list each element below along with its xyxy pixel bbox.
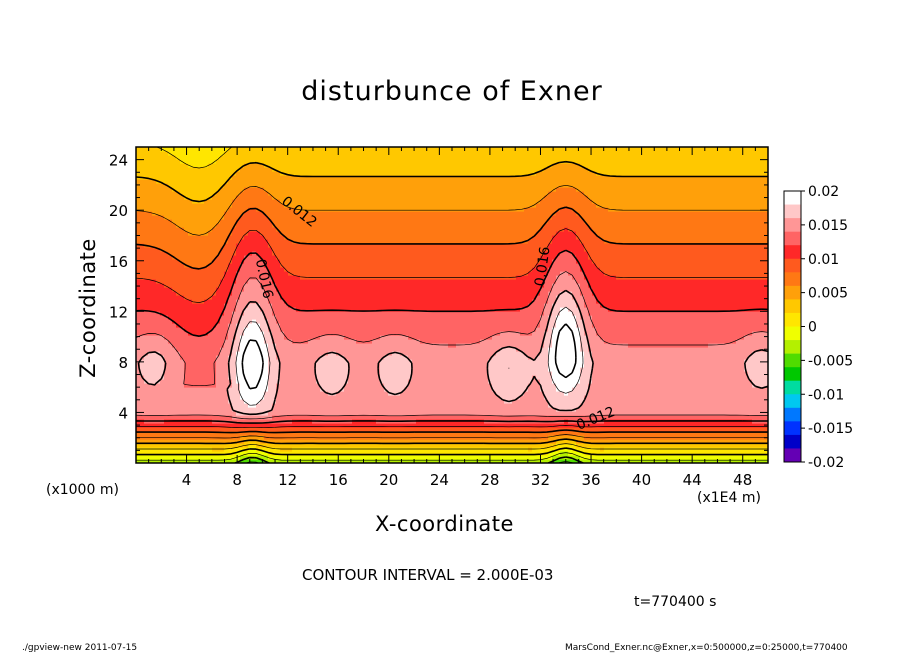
colorbar-label: 0.01 (808, 252, 839, 268)
x-tick-label: 24 (430, 471, 449, 489)
contour-line (136, 249, 768, 424)
y-axis-label: Z-coordinate (76, 238, 100, 378)
time-label: t=770400 s (634, 594, 717, 610)
colorbar-swatch (784, 353, 801, 368)
y-tick-label: 16 (109, 253, 128, 271)
colorbar-swatch (784, 394, 801, 409)
colorbar-label: -0.02 (808, 455, 844, 471)
colorbar-swatch (784, 367, 801, 381)
colorbar-swatch (784, 434, 801, 449)
x-tick-label: 16 (329, 471, 348, 489)
colorbar-swatch (784, 326, 801, 341)
x-tick-label: 8 (232, 471, 242, 489)
colorbar-swatch (784, 407, 801, 422)
y-tick-label: 12 (109, 303, 128, 321)
colorbar-swatch (784, 340, 801, 354)
colorbar-swatch (784, 299, 801, 314)
contour-line (136, 206, 768, 434)
z-unit-label: (x1000 m) (46, 482, 119, 498)
colorbar-swatch (784, 245, 801, 260)
chart-title: disturbunce of Exner (301, 76, 603, 107)
colorbar-swatch (784, 380, 801, 395)
contour-line (136, 452, 768, 461)
colorbar-swatch (784, 258, 801, 273)
colorbar-label: 0 (808, 320, 817, 336)
y-axis: 4 8 12 16 20 24 (109, 146, 768, 451)
x-tick-label: 12 (278, 471, 297, 489)
contour-line (241, 323, 577, 390)
x-tick-label: 36 (581, 471, 600, 489)
colorbar-label: 0.02 (808, 184, 839, 200)
contour-line (136, 271, 768, 420)
colorbar-label: 0.015 (808, 218, 848, 234)
footer-left: ./gpview-new 2011-07-15 (22, 643, 138, 653)
colorbar-swatch (784, 285, 801, 300)
x-tick-label: 48 (733, 471, 752, 489)
x-tick-label: 4 (182, 471, 192, 489)
colorbar-swatch (784, 272, 801, 287)
contour-line (137, 289, 768, 416)
x-unit-label: (x1E4 m) (697, 490, 761, 506)
x-axis-label: X-coordinate (375, 512, 514, 536)
colorbar-label: 0.005 (808, 286, 848, 302)
contour-label: 0.016 (532, 245, 553, 287)
colorbar-label: -0.015 (808, 421, 853, 437)
colorbar-swatch (784, 231, 801, 246)
x-tick-label: 32 (531, 471, 550, 489)
contour-line (235, 306, 584, 406)
contour-line (136, 447, 768, 456)
contour-interval: CONTOUR INTERVAL = 2.000E-03 (302, 566, 554, 584)
colorbar: 0.02 0.015 0.01 0.005 0 -0.005 -0.01 -0.015 -0.0… (783, 184, 853, 471)
colorbar-swatch (784, 312, 801, 327)
contour-line (136, 147, 768, 450)
contour-field (136, 147, 768, 463)
x-tick-label: 40 (632, 471, 651, 489)
y-tick-label: 20 (109, 202, 128, 220)
colorbar-label: -0.01 (808, 387, 844, 403)
y-tick-label: 8 (118, 354, 128, 372)
x-axis: 4 8 12 16 20 24 28 32 36 40 44 48 (148, 147, 769, 489)
x-tick-label: 44 (683, 471, 702, 489)
colorbar-swatch (784, 191, 801, 205)
y-tick-label: 4 (118, 404, 128, 422)
y-tick-label: 24 (109, 152, 128, 170)
contour-line (136, 228, 768, 428)
colorbar-swatch (784, 204, 801, 219)
colorbar-swatch (784, 448, 801, 463)
x-tick-label: 20 (379, 471, 398, 489)
contour-line (136, 160, 768, 445)
colorbar-label: -0.005 (808, 353, 853, 369)
colorbar-swatch (784, 421, 801, 436)
colorbar-swatch (784, 218, 801, 232)
x-tick-label: 28 (480, 471, 499, 489)
footer-right: MarsCond_Exner.nc@Exner,x=0:500000,z=0:2… (565, 643, 848, 653)
